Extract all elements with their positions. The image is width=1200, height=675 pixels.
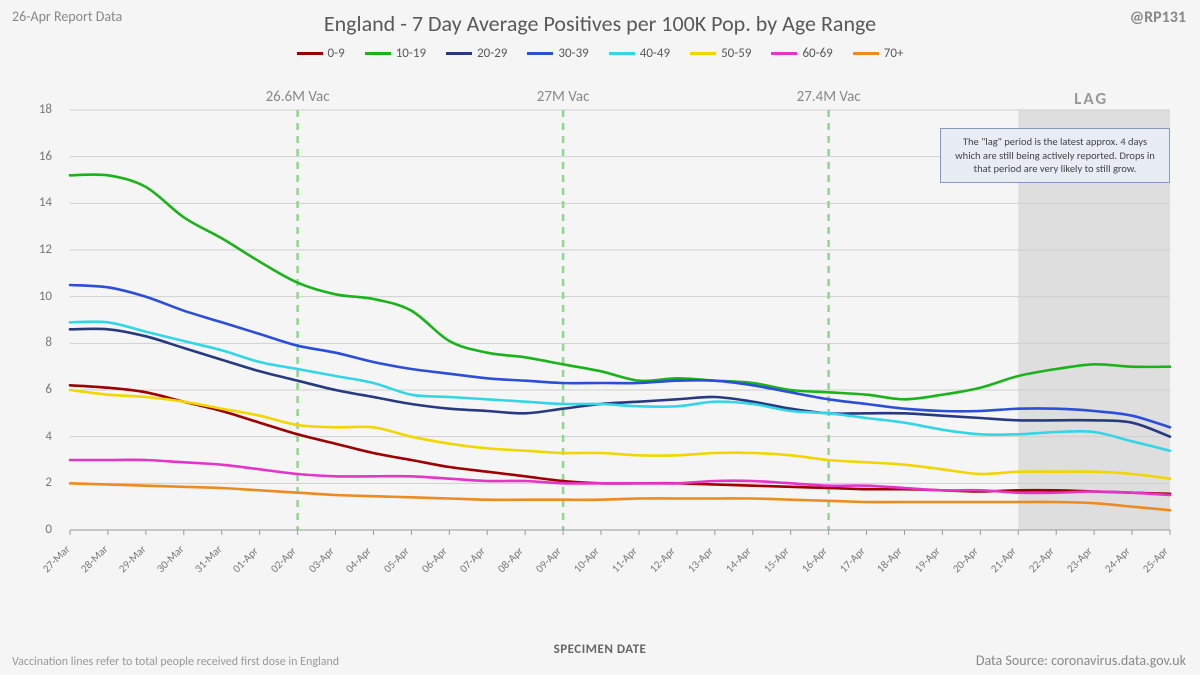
y-tick-label: 4	[24, 429, 52, 444]
legend-swatch	[853, 52, 879, 55]
chart-title: England - 7 Day Average Positives per 10…	[0, 10, 1200, 37]
legend-label: 20-29	[477, 46, 507, 61]
legend-swatch	[365, 52, 391, 55]
legend-label: 70+	[884, 46, 904, 61]
legend-item: 0-9	[297, 46, 345, 61]
y-tick-label: 6	[24, 382, 52, 397]
vaccination-marker-label: 27M Vac	[537, 88, 590, 106]
legend-swatch	[609, 52, 635, 55]
legend-swatch	[446, 52, 472, 55]
legend-item: 50-59	[690, 46, 751, 61]
legend-swatch	[771, 52, 797, 55]
y-tick-label: 2	[24, 475, 52, 490]
y-tick-label: 14	[24, 195, 52, 210]
y-tick-label: 8	[24, 335, 52, 350]
y-tick-label: 16	[24, 149, 52, 164]
chart-container: 26-Apr Report Data @RP131 England - 7 Da…	[0, 0, 1200, 675]
legend-label: 60-69	[802, 46, 832, 61]
legend-swatch	[690, 52, 716, 55]
lag-info-box: The "lag" period is the latest approx. 4…	[940, 128, 1170, 183]
y-tick-label: 18	[24, 102, 52, 117]
y-tick-label: 0	[24, 522, 52, 537]
legend-item: 40-49	[609, 46, 670, 61]
legend-item: 20-29	[446, 46, 507, 61]
vaccination-marker-label: 26.6M Vac	[266, 88, 330, 106]
legend-item: 10-19	[365, 46, 426, 61]
legend-item: 60-69	[771, 46, 832, 61]
legend-label: 40-49	[640, 46, 670, 61]
vaccination-marker-label: 27.4M Vac	[797, 88, 861, 106]
y-tick-label: 10	[24, 289, 52, 304]
legend-swatch	[297, 52, 323, 55]
legend-swatch	[527, 52, 553, 55]
legend: 0-9 10-19 20-29 30-39 40-49 50-59 60-69 70+	[0, 44, 1200, 61]
legend-item: 30-39	[527, 46, 588, 61]
footer-left-note: Vaccination lines refer to total people …	[12, 655, 339, 669]
footer-right-note: Data Source: coronavirus.data.gov.uk	[976, 652, 1186, 669]
lag-label: LAG	[1074, 88, 1108, 109]
y-tick-label: 12	[24, 242, 52, 257]
legend-item: 70+	[853, 46, 904, 61]
legend-label: 10-19	[396, 46, 426, 61]
legend-label: 0-9	[328, 46, 345, 61]
legend-label: 30-39	[558, 46, 588, 61]
legend-label: 50-59	[721, 46, 751, 61]
